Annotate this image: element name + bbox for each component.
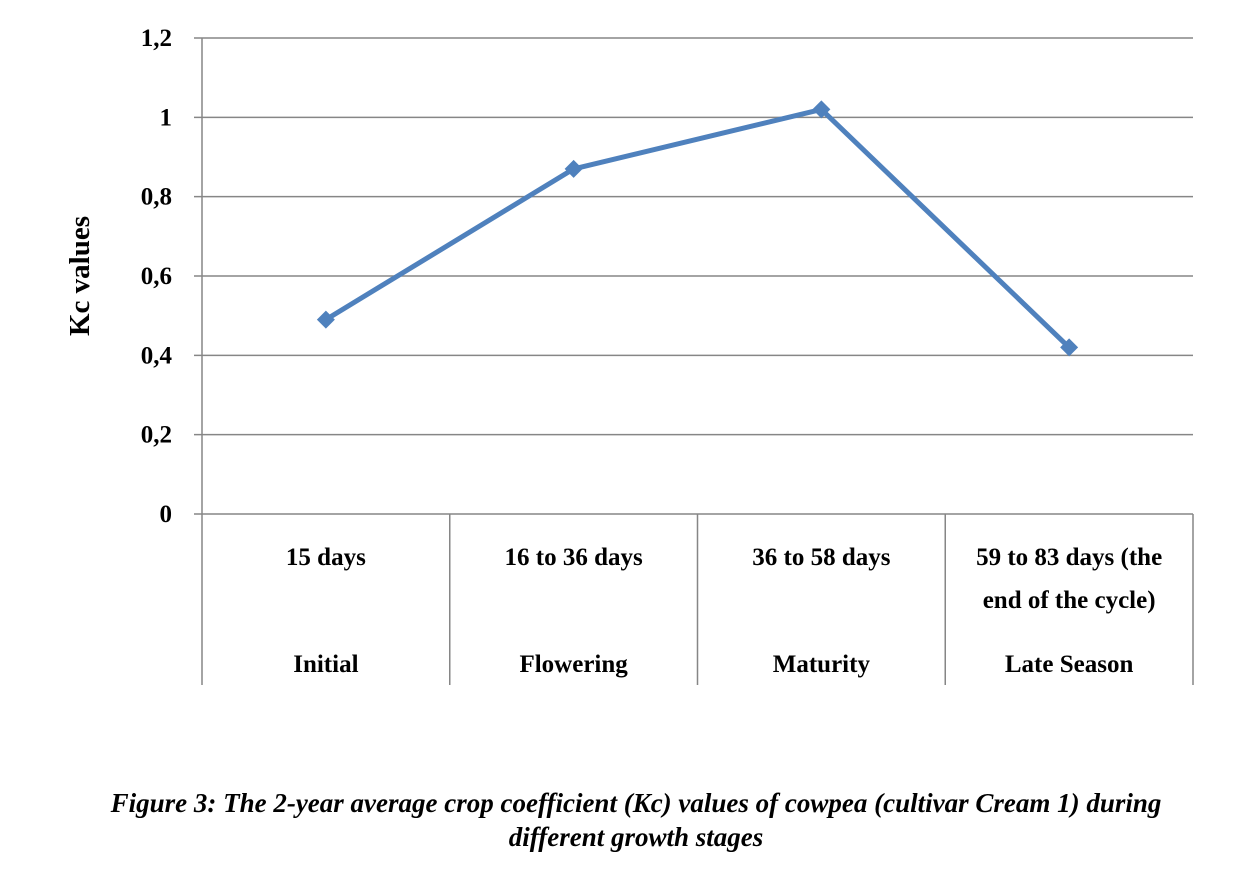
data-point-marker: [316, 310, 335, 329]
data-point-marker: [1060, 338, 1079, 357]
category-period-label: 59 to 83 days (the: [976, 544, 1162, 571]
category-stage-label: Flowering: [519, 651, 628, 678]
axes: [201, 38, 1194, 685]
category-period-label: end of the cycle): [983, 587, 1156, 614]
caption-line-1: Figure 3: The 2-year average crop coeffi…: [110, 788, 1162, 818]
y-tick-labels: 0 0,2 0,4 0,6 0,8 1 1,2: [141, 25, 173, 528]
y-tick-label: 0,4: [141, 342, 173, 369]
data-point-marker: [812, 100, 831, 119]
y-tick-label: 0,6: [141, 263, 172, 290]
data-point-marker: [564, 159, 583, 178]
category-labels: 15 days Initial 16 to 36 days Flowering 36 t…: [286, 544, 1162, 678]
y-tick-label: 0,2: [141, 422, 172, 449]
gridlines: [194, 37, 1193, 515]
y-axis-title: Kc values: [64, 216, 96, 336]
y-tick-label: 0,8: [141, 184, 172, 211]
kc-line-chart: 0 0,2 0,4 0,6 0,8 1 1,2 15 days Initial 16 to 36…: [64, 25, 1194, 685]
figure-caption: Figure 3: The 2-year average crop coeffi…: [20, 786, 1252, 854]
caption-line-2: different growth stages: [508, 822, 764, 852]
y-tick-label: 1: [160, 104, 173, 131]
category-stage-label: Late Season: [1005, 651, 1134, 678]
series-kc: [316, 100, 1079, 357]
category-period-label: 15 days: [286, 544, 366, 571]
category-stage-label: Initial: [293, 651, 358, 678]
category-period-label: 16 to 36 days: [505, 544, 643, 571]
series-line: [324, 106, 1071, 350]
category-stage-label: Maturity: [773, 651, 871, 678]
y-tick-label: 1,2: [141, 25, 172, 52]
y-tick-label: 0: [160, 501, 173, 528]
category-period-label: 36 to 58 days: [752, 544, 890, 571]
